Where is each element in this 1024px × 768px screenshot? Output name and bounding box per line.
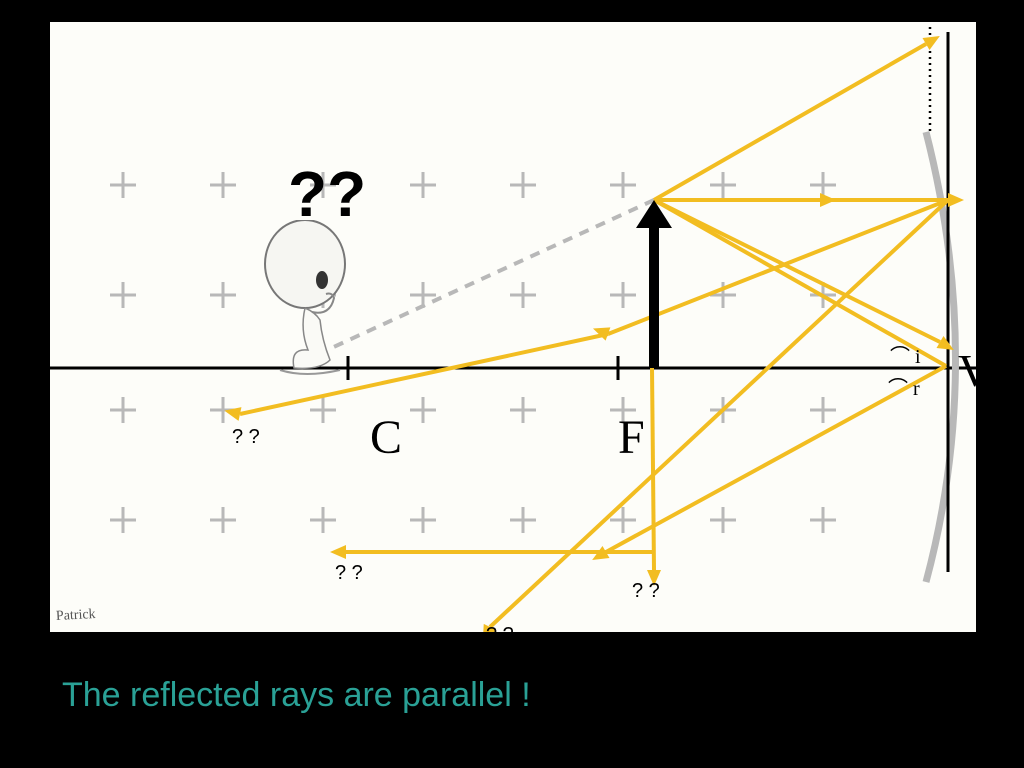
ray-through-F xyxy=(490,200,948,627)
question-label-1: ? ? xyxy=(232,426,260,449)
ray-up-parallel-out xyxy=(654,44,926,200)
cartoon-character xyxy=(250,220,360,385)
diagram-svg xyxy=(50,22,976,632)
label-f: F xyxy=(618,410,645,465)
question-label-4: ? ? xyxy=(486,624,514,647)
caption-text: The reflected rays are parallel ! xyxy=(62,676,531,715)
label-c: C xyxy=(370,410,402,465)
label-v: V xyxy=(958,344,991,397)
question-marks-big: ?? xyxy=(288,157,366,231)
object-arrow xyxy=(636,200,672,368)
grid-plusses xyxy=(110,172,836,533)
diagram-canvas: C F V ?? ⌒ i ⌒ r ? ? ? ? ? ? ? ? Patrick xyxy=(50,22,976,632)
question-label-3: ? ? xyxy=(632,580,660,603)
artist-signature: Patrick xyxy=(56,607,96,625)
ray-focal-down xyxy=(652,368,654,570)
angle-r-label: ⌒ r xyxy=(888,372,920,401)
question-label-2: ? ? xyxy=(335,562,363,585)
angle-i-label: ⌒ i xyxy=(890,340,921,369)
